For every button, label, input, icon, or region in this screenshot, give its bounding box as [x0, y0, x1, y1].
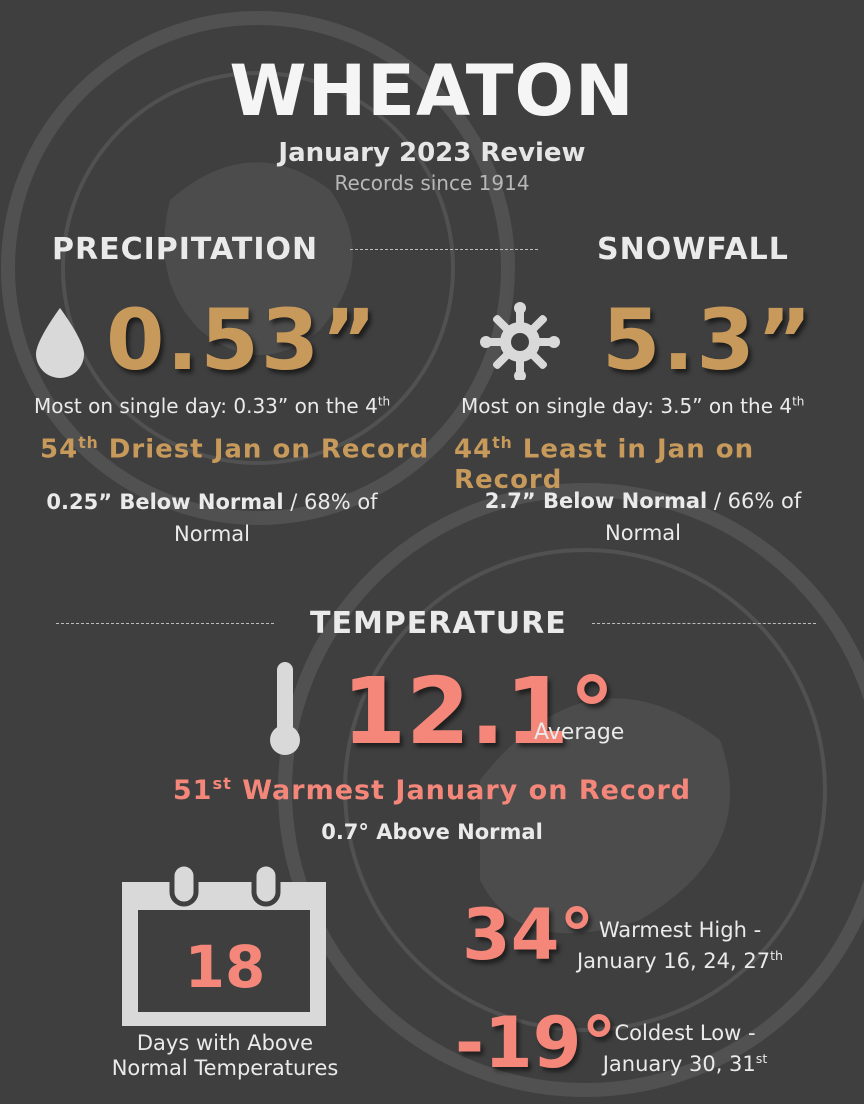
days-above-label: Days with Above Normal Temperatures — [111, 1031, 339, 1080]
divider — [56, 623, 274, 624]
snowfall-single-day: Most on single day: 3.5” on the 4th — [461, 394, 805, 418]
precipitation-total: 0.53” — [106, 291, 379, 389]
warmest-high-label: Warmest High - January 16, 24, 27th — [576, 918, 784, 973]
warmest-high-value: 34° — [462, 894, 595, 976]
temperature-departure: 0.7° Above Normal — [321, 820, 543, 844]
review-subtitle: January 2023 Review — [278, 138, 586, 168]
divider — [350, 249, 538, 250]
snowfall-departure: 2.7” Below Normal / 66% of Normal — [484, 489, 802, 545]
calendar-icon — [122, 862, 326, 1026]
snowfall-heading: SNOWFALL — [597, 232, 789, 267]
coldest-low-value: -19° — [455, 1002, 617, 1084]
precipitation-departure: 0.25” Below Normal / 68% of Normal — [46, 490, 378, 546]
average-label: Average — [534, 720, 625, 745]
raindrop-icon — [36, 308, 84, 378]
snowfall-rank: 44th Least in Jan on Record — [454, 434, 755, 495]
records-note: Records since 1914 — [334, 171, 530, 195]
temperature-heading: TEMPERATURE — [310, 606, 567, 641]
snowfall-total: 5.3” — [602, 291, 815, 389]
snowflake-icon — [480, 302, 560, 380]
precipitation-rank: 54th Driest Jan on Record — [40, 434, 430, 465]
days-above-count: 18 — [184, 933, 266, 1001]
precipitation-single-day: Most on single day: 0.33” on the 4th — [34, 394, 391, 418]
divider — [592, 623, 816, 624]
temperature-rank: 51st Warmest January on Record — [172, 774, 692, 806]
station-title: WHEATON — [229, 50, 635, 132]
precipitation-heading: PRECIPITATION — [52, 232, 319, 267]
thermometer-icon — [270, 662, 300, 755]
coldest-low-label: Coldest Low - January 30, 31st — [602, 1021, 768, 1076]
average-temperature: 12.1° — [342, 658, 615, 765]
